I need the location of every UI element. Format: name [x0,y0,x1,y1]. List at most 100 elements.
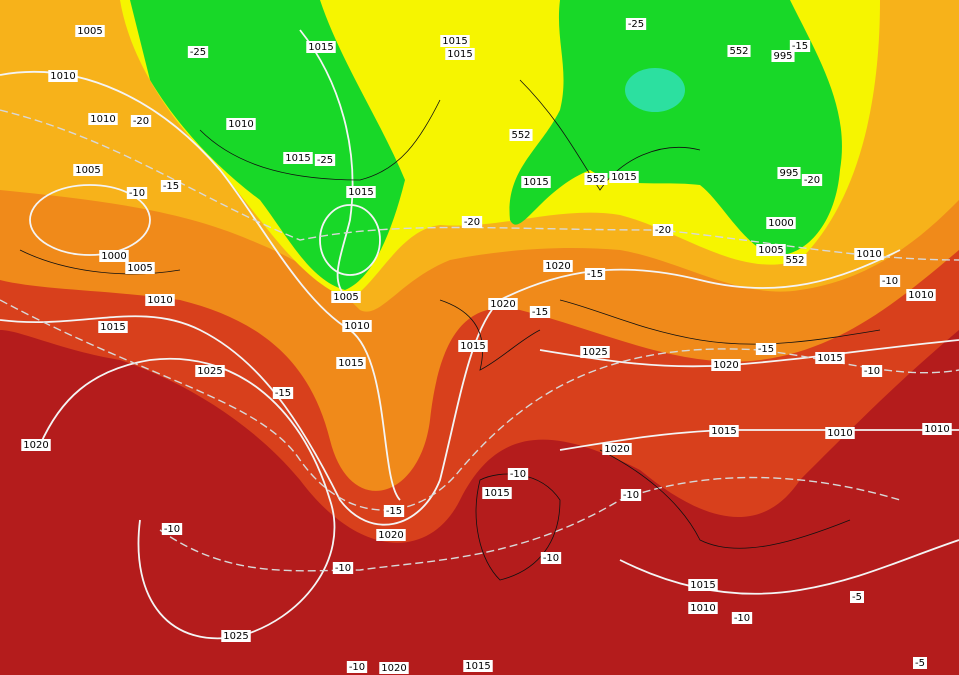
label-box [130,115,152,127]
label-box [731,612,753,624]
label-text: 1020 [381,663,406,674]
contour-label: 552 [584,173,608,185]
label-text: -5 [852,592,862,603]
contour-label: 1010 [226,118,256,130]
contour-label: -20 [652,224,674,236]
contour-label: -10 [332,562,354,574]
label-text: 1010 [228,119,253,130]
label-box [711,359,741,371]
label-box [125,262,155,274]
label-box [620,489,642,501]
contour-label: 995 [771,50,795,62]
contour-label: -15 [789,40,811,52]
label-text: -10 [335,563,351,574]
label-box [825,427,855,439]
label-text: 552 [729,46,748,57]
label-text: 1015 [465,661,490,672]
contour-label: -15 [584,268,606,280]
label-text: -25 [317,155,333,166]
label-text: 1010 [50,71,75,82]
label-text: 1025 [197,366,222,377]
contour-label: -20 [801,174,823,186]
label-box [801,174,823,186]
label-text: 1015 [285,153,310,164]
contour-label: 1010 [145,294,175,306]
contour-label: 1010 [922,423,952,435]
contour-label: 1020 [379,662,409,674]
contour-label: -10 [861,365,883,377]
label-text: 1010 [908,290,933,301]
label-box [75,25,105,37]
contour-label: 1015 [609,171,639,183]
label-text: -20 [804,175,820,186]
contour-label: 1015 [306,41,336,53]
label-box [777,167,801,179]
label-box [584,268,606,280]
contour-label: -15 [383,505,405,517]
label-box [314,154,336,166]
label-text: 1020 [23,440,48,451]
label-text: 1005 [333,292,358,303]
label-text: 1010 [827,428,852,439]
label-box [88,113,118,125]
label-text: 1010 [690,603,715,614]
contour-label: -10 [879,275,901,287]
contour-label: -5 [850,591,864,603]
label-text: 1005 [127,263,152,274]
label-text: -10 [882,276,898,287]
label-text: 1010 [924,424,949,435]
label-text: -10 [164,524,180,535]
label-box [440,35,470,47]
contour-label: 1015 [458,340,488,352]
label-box [861,365,883,377]
label-box [145,294,175,306]
label-text: -10 [129,188,145,199]
label-text: 1005 [758,245,783,256]
contour-label: 1010 [688,602,718,614]
contour-label: 1010 [854,248,884,260]
label-text: 1020 [378,530,403,541]
label-box [98,321,128,333]
contour-label: 1015 [283,152,313,164]
label-text: 552 [586,174,605,185]
label-box [913,657,927,669]
label-text: -20 [655,225,671,236]
label-box [609,171,639,183]
label-text: 1015 [442,36,467,47]
label-box [461,216,483,228]
contour-label: 1005 [125,262,155,274]
label-text: 1015 [817,353,842,364]
label-text: 1015 [690,580,715,591]
label-box [771,50,795,62]
label-box [789,40,811,52]
label-box [688,602,718,614]
label-text: 1015 [523,177,548,188]
label-text: -10 [623,490,639,501]
contour-label: 1015 [98,321,128,333]
label-box [346,661,368,673]
label-box [850,591,864,603]
contour-label: 1015 [709,425,739,437]
contour-label: -25 [187,46,209,58]
label-box [652,224,674,236]
label-text: 1005 [77,26,102,37]
contour-label: 1015 [336,357,366,369]
contour-label: -20 [130,115,152,127]
label-box [815,352,845,364]
label-text: 995 [779,168,798,179]
label-box [342,320,372,332]
label-box [346,186,376,198]
contour-label: 1015 [521,176,551,188]
contour-label: -10 [161,523,183,535]
contour-label: 552 [783,254,807,266]
label-text: -15 [758,344,774,355]
label-box [755,343,777,355]
contour-label: -10 [346,661,368,673]
label-text: 1025 [223,631,248,642]
label-box [906,289,936,301]
label-box [187,46,209,58]
contour-label: 1010 [825,427,855,439]
contour-label: 995 [777,167,801,179]
contour-label: 1015 [482,487,512,499]
